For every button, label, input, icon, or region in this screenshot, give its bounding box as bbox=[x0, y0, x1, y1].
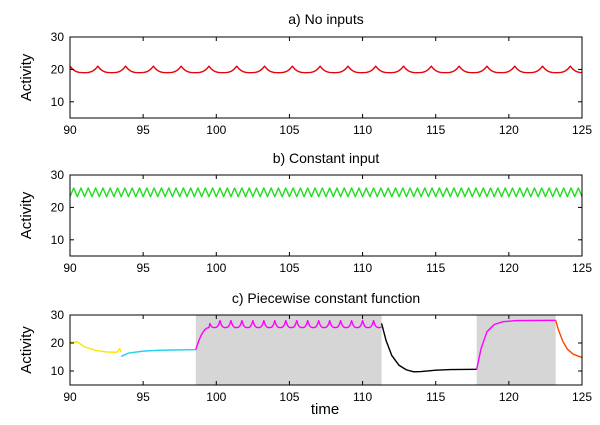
x-tick-label: 110 bbox=[353, 261, 372, 275]
chart-title: c) Piecewise constant function bbox=[232, 290, 420, 306]
x-tick-label: 105 bbox=[279, 390, 299, 404]
y-tick-label: 10 bbox=[51, 233, 65, 247]
x-tick-label: 95 bbox=[136, 261, 150, 275]
x-tick-label: 90 bbox=[63, 123, 77, 137]
x-axis-label: time bbox=[311, 401, 339, 418]
series-line bbox=[195, 319, 382, 350]
x-tick-label: 115 bbox=[426, 390, 445, 404]
x-tick-label: 120 bbox=[499, 390, 519, 404]
chart-panel-2: b) Constant input 90 95 100 105 110 115 120 125 1… bbox=[18, 150, 592, 275]
x-tick-label: 95 bbox=[136, 123, 150, 137]
x-tick-label: 125 bbox=[572, 390, 592, 404]
series-line bbox=[554, 320, 583, 359]
y-tick-label: 30 bbox=[51, 168, 65, 182]
series-line bbox=[69, 341, 122, 353]
y-axis-label: Activity bbox=[18, 326, 35, 374]
x-tick-label: 105 bbox=[279, 123, 299, 137]
x-tick-label: 90 bbox=[63, 390, 77, 404]
chart-title: b) Constant input bbox=[273, 150, 380, 166]
x-tick-label: 90 bbox=[63, 261, 77, 275]
x-tick-label: 100 bbox=[206, 261, 226, 275]
series-line bbox=[475, 319, 556, 370]
chart-title: a) No inputs bbox=[288, 11, 363, 27]
y-tick-label: 30 bbox=[51, 30, 65, 44]
x-tick-label: 105 bbox=[279, 261, 299, 275]
x-tick-label: 115 bbox=[426, 261, 445, 275]
x-tick-label: 110 bbox=[353, 123, 372, 137]
y-tick-label: 10 bbox=[51, 95, 65, 109]
x-tick-label: 125 bbox=[572, 261, 592, 275]
series-line bbox=[69, 187, 583, 198]
plot-frame bbox=[69, 36, 583, 119]
x-tick-label: 125 bbox=[572, 123, 592, 137]
x-tick-label: 100 bbox=[206, 123, 226, 137]
y-tick-label: 20 bbox=[51, 62, 65, 76]
x-tick-label: 120 bbox=[499, 261, 519, 275]
chart-panel-3: c) Piecewise constant function 90 95 100 105… bbox=[18, 290, 592, 404]
series-line bbox=[380, 323, 477, 373]
x-tick-label: 100 bbox=[206, 390, 226, 404]
y-tick-label: 20 bbox=[51, 336, 65, 350]
shaded-region bbox=[476, 315, 556, 385]
y-axis-label: Activity bbox=[18, 191, 35, 239]
x-tick-label: 110 bbox=[353, 390, 372, 404]
x-tick-label: 120 bbox=[499, 123, 519, 137]
y-tick-label: 20 bbox=[51, 200, 65, 214]
x-tick-label: 95 bbox=[136, 390, 150, 404]
y-tick-label: 10 bbox=[51, 364, 65, 378]
series-line bbox=[120, 349, 196, 358]
chart-panel-1: a) No inputs 90 95 100 105 110 115 120 125 10 20 30… bbox=[18, 11, 592, 137]
y-axis-label: Activity bbox=[18, 53, 35, 101]
series-line bbox=[69, 65, 583, 74]
y-tick-label: 30 bbox=[51, 308, 65, 322]
plot-frame bbox=[69, 174, 583, 257]
x-tick-label: 115 bbox=[426, 123, 445, 137]
plot-frame bbox=[69, 314, 583, 386]
panels: a) No inputs 90 95 100 105 110 115 120 125 10 20 30… bbox=[18, 11, 592, 404]
